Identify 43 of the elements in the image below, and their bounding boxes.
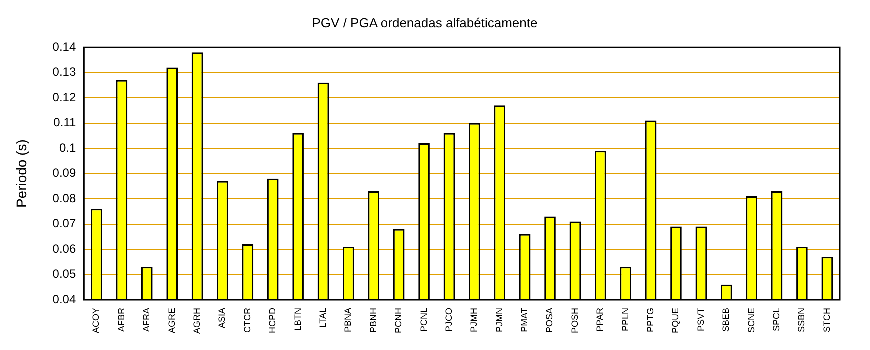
x-tick-label: AFBR [116,308,126,332]
y-tick-label: 0.07 [52,216,76,231]
x-tick-label: PJMN [494,308,504,332]
x-tick-label: ASIA [217,308,228,329]
x-tick-label: SSBN [796,308,807,333]
y-tick-label: 0.12 [52,90,76,104]
y-tick-label: 0.09 [52,166,76,180]
y-tick-label: 0.11 [54,116,76,130]
x-tick-label: PCNH [394,308,404,334]
y-tick-label: 0.13 [52,65,76,80]
x-tick-label: SBEB [721,308,732,332]
x-tick-label: LBTN [292,308,303,332]
x-tick-label: AGRH [192,308,202,334]
x-tick-label: POSA [544,308,555,334]
x-tick-label: AGRE [166,308,177,334]
y-tick-label: 0.1 [59,140,76,155]
x-tick-label: SCNE [746,308,756,334]
y-axis-title: Periodo (s) [13,140,30,208]
x-tick-label: PBNH [368,308,378,334]
x-tick-label: LTAL [318,308,328,328]
chart-title: PGV / PGA ordenadas alfabéticamente [312,15,538,30]
x-tick-label: PPAR [595,308,606,332]
x-tick-label: PMAT [520,308,530,332]
x-tick-label: PSVT [696,308,706,332]
y-tick-label: 0.04 [52,292,76,306]
x-tick-label: PPTG [646,308,656,333]
x-tick-label: PJMH [469,308,480,332]
x-tick-label: PCNL [418,308,429,332]
y-tick-label: 0.06 [52,242,76,256]
x-tick-label: STCH [822,308,832,332]
x-tick-label: HCPD [268,308,278,334]
x-tick-label: AFRA [142,308,152,332]
x-tick-label: PPLN [620,308,630,332]
x-tick-label: POSH [570,308,580,334]
x-tick-label: PBNA [343,308,354,333]
x-tick-label: PJCO [444,308,454,332]
y-tick-label: 0.05 [52,267,76,282]
y-tick-label: 0.08 [52,191,76,206]
x-tick-label: CTCR [242,308,252,333]
x-tick-label: SPCL [771,308,782,332]
x-tick-label: PQUE [670,308,681,334]
x-tick-label: ACOY [91,308,102,334]
y-tick-label: 0.14 [52,40,76,54]
